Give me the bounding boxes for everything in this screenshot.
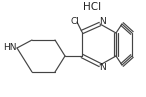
Text: N: N	[100, 62, 106, 71]
Text: HCl: HCl	[83, 2, 101, 12]
Text: Cl: Cl	[71, 17, 79, 26]
Text: HN: HN	[3, 43, 17, 52]
Text: N: N	[100, 17, 106, 26]
